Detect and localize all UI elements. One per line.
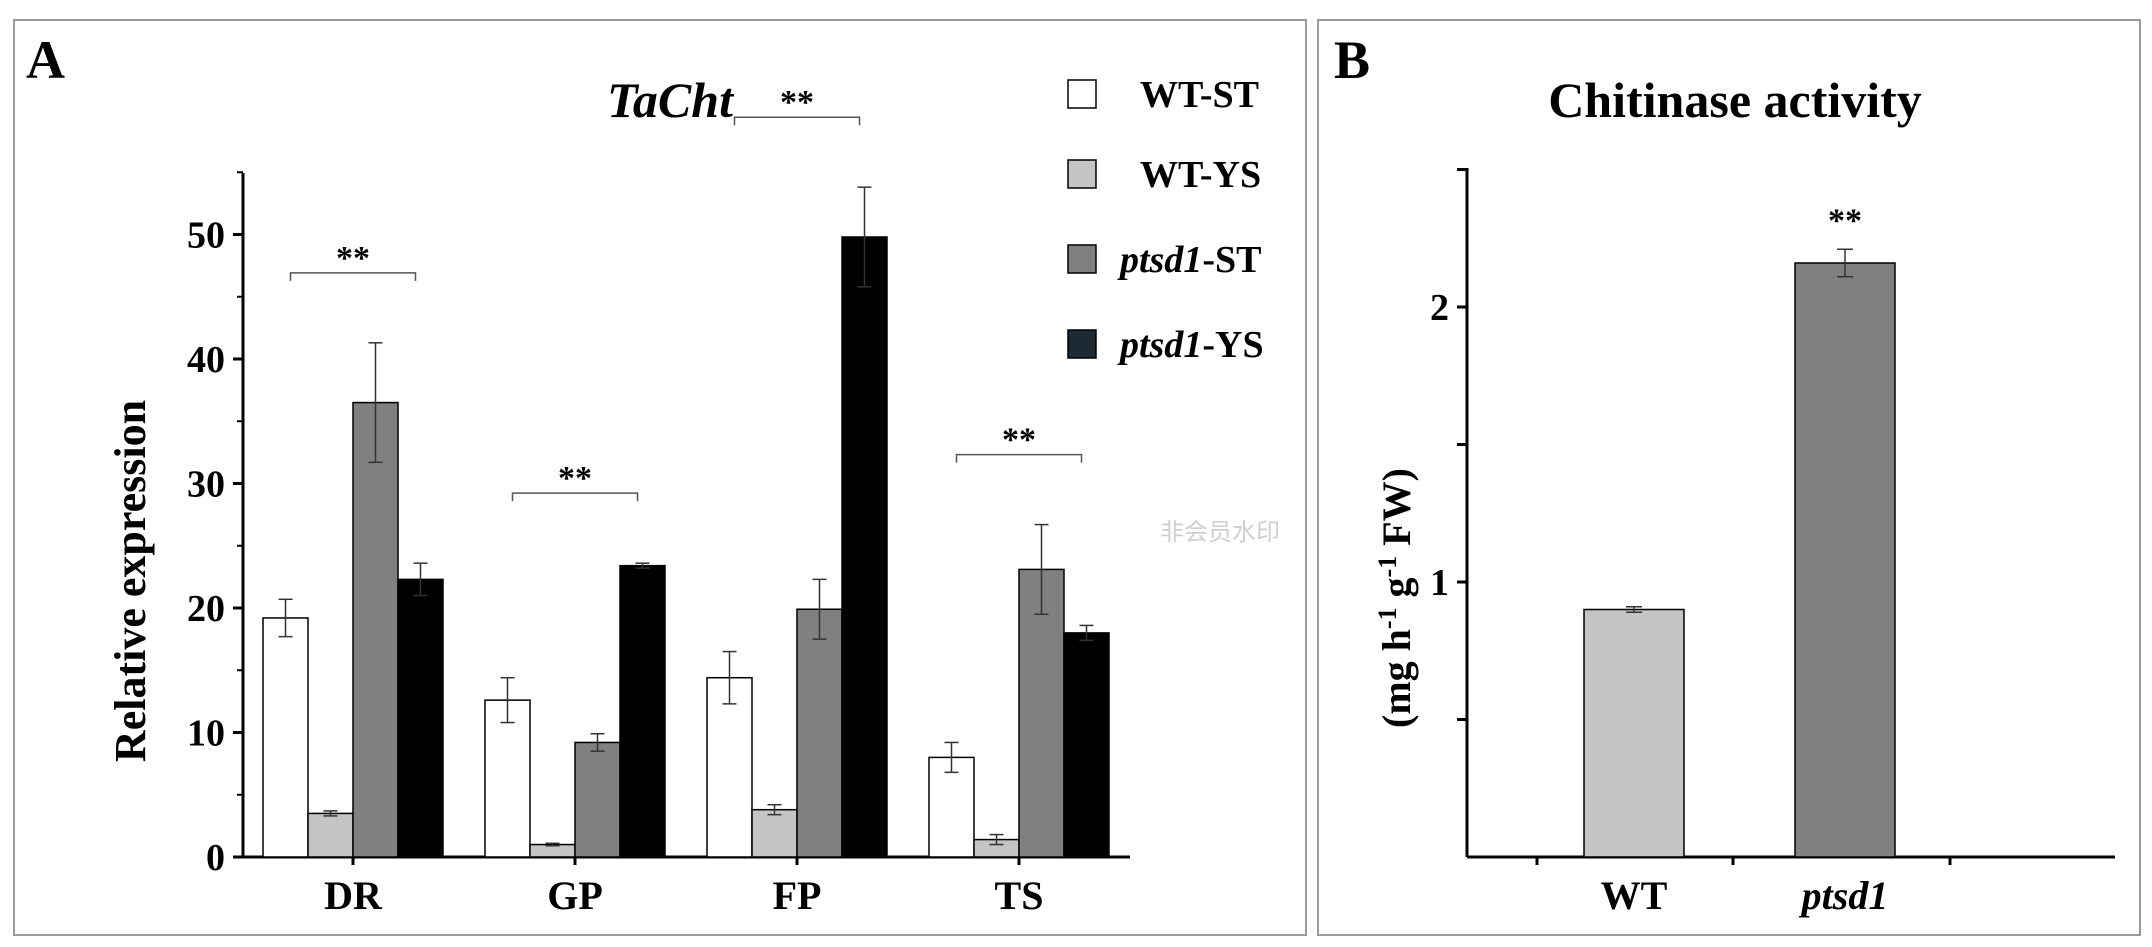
x-tick-label: TS <box>995 873 1044 918</box>
y-tick-label: 40 <box>187 339 225 381</box>
ylabel-part: FW) <box>1374 468 1419 556</box>
bar <box>1794 262 1896 858</box>
panel-b-frame <box>1317 19 2141 936</box>
y-tick-label: 20 <box>187 588 225 630</box>
significance-bracket <box>289 272 417 281</box>
significance-stars: ** <box>336 240 370 277</box>
bar <box>619 564 666 858</box>
panel-a-label: A <box>26 30 65 90</box>
legend-label-plain: WT-ST <box>1140 74 1259 116</box>
panel-a-frame <box>13 19 1307 936</box>
panel-b-x-axis: WT ptsd1 <box>1467 855 2115 918</box>
bar <box>307 812 354 858</box>
legend-label-plain: -ST <box>1202 239 1261 281</box>
panel-a-x-axis: DR GP FP TS <box>243 855 1130 918</box>
bar <box>574 741 621 858</box>
panel-b-bars <box>1583 262 1896 858</box>
x-tick-label: GP <box>547 873 603 918</box>
y-tick-label: 50 <box>187 215 225 257</box>
y-tick-label: 1 <box>1430 562 1449 604</box>
significance-stars: ** <box>1828 202 1862 239</box>
bar <box>796 608 843 858</box>
ylabel-superscript: -1 <box>1373 607 1402 629</box>
x-tick-label: FP <box>773 873 822 918</box>
panel-b-y-axis: 12 <box>1430 168 1469 857</box>
legend-label: ptsd1-ST <box>1117 239 1262 281</box>
legend-swatch <box>1067 329 1097 359</box>
significance-stars: ** <box>558 460 592 497</box>
bar <box>751 808 798 858</box>
significance-stars: ** <box>1002 422 1036 459</box>
panel-a-ylabel: Relative expression <box>106 400 155 762</box>
legend-label-plain: -YS <box>1202 324 1263 366</box>
bar <box>484 699 531 858</box>
watermark-text: 非会员水印 <box>1160 518 1280 546</box>
panel-a-significance: ** ** ** ** <box>289 84 1083 502</box>
panel-b-error-bars <box>1626 248 1853 613</box>
significance-bracket <box>733 116 861 126</box>
y-tick-label: 30 <box>187 464 225 506</box>
panel-a-error-bars <box>278 186 1094 847</box>
panel-b-title: Chitinase activity <box>1548 72 1922 128</box>
panel-b-significance: ** <box>1828 202 1862 239</box>
ylabel-superscript: -1 <box>1373 556 1402 578</box>
panel-a-title: TaCht <box>607 72 735 128</box>
bar <box>1583 608 1685 858</box>
bar <box>841 236 888 858</box>
legend-label-plain: WT-YS <box>1140 154 1261 196</box>
x-tick-label: WT <box>1601 873 1668 918</box>
panel-a-bars <box>262 236 1110 858</box>
bar <box>1063 632 1110 858</box>
legend-label: WT-ST <box>1140 74 1259 116</box>
legend-swatch <box>1067 79 1097 109</box>
y-tick-label: 10 <box>187 713 225 755</box>
legend-swatch <box>1067 244 1097 274</box>
bar <box>262 617 309 858</box>
panel-b-ylabel: (mg h-1 g-1 FW) <box>1373 468 1420 728</box>
ylabel-part: g <box>1374 577 1419 607</box>
bar <box>352 401 399 858</box>
significance-bracket <box>955 453 1083 463</box>
y-tick-label: 0 <box>206 837 225 879</box>
panel-a-y-axis: 0 10 20 30 40 50 <box>187 171 245 879</box>
x-tick-label: ptsd1 <box>1799 873 1889 918</box>
significance-bracket <box>511 492 639 502</box>
legend-swatch <box>1067 159 1097 189</box>
ylabel-part: (mg h <box>1374 629 1419 728</box>
y-tick-label: 2 <box>1430 287 1449 329</box>
panel-b-label: B <box>1334 30 1370 90</box>
significance-stars: ** <box>780 84 814 121</box>
x-tick-label: DR <box>324 873 383 918</box>
bar <box>397 578 444 858</box>
legend-label-italic: ptsd1 <box>1117 324 1202 366</box>
legend-label-italic: ptsd1 <box>1117 239 1202 281</box>
legend-label: WT-YS <box>1140 154 1261 196</box>
legend-label: ptsd1-YS <box>1117 324 1264 366</box>
